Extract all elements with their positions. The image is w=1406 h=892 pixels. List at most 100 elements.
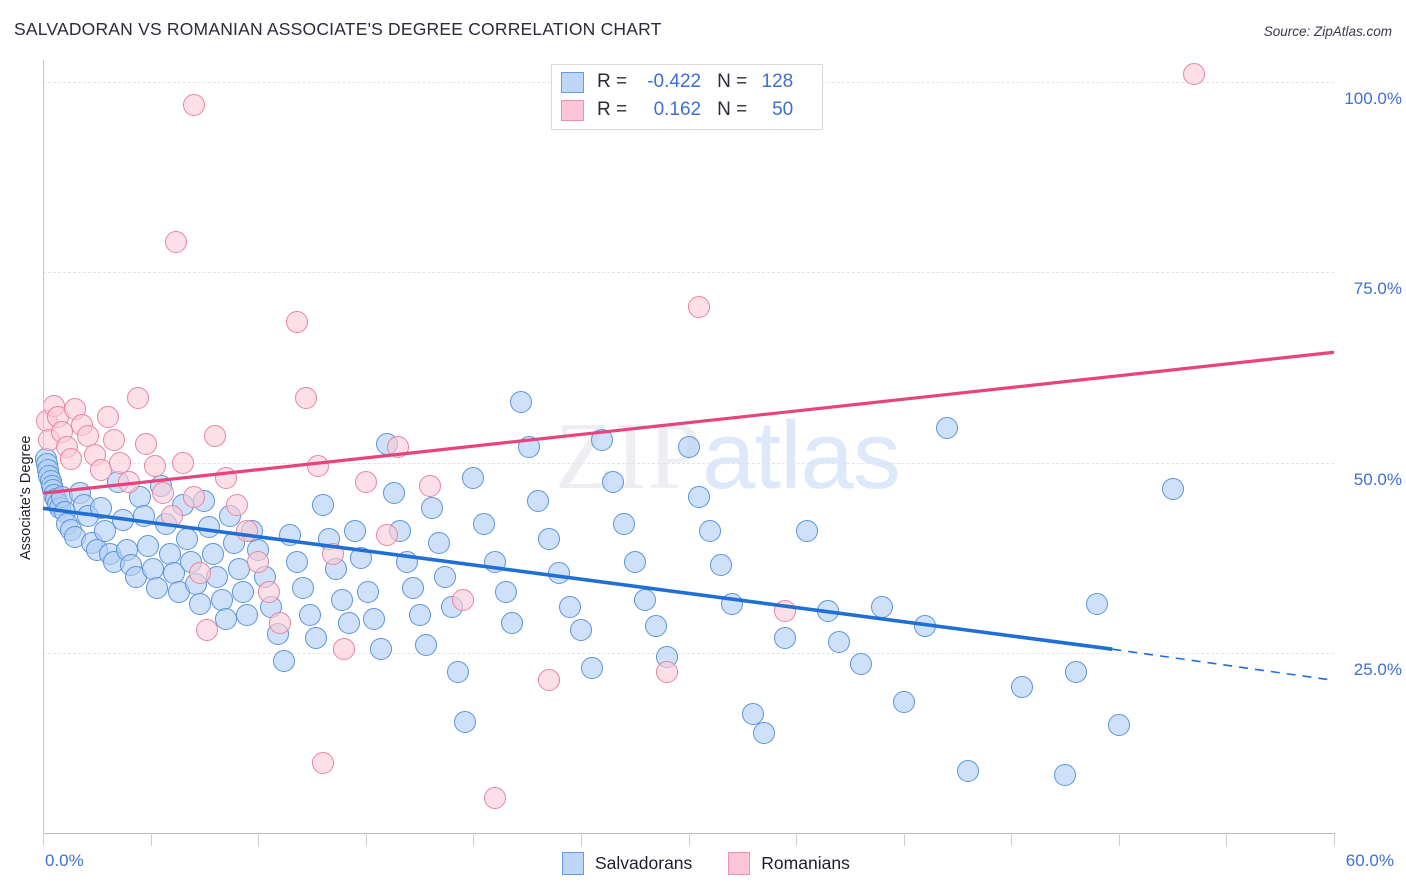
scatter-point-blue[interactable] (311, 493, 334, 516)
scatter-point-blue[interactable] (369, 638, 392, 661)
scatter-point-blue[interactable] (402, 577, 425, 600)
scatter-point-blue[interactable] (210, 588, 233, 611)
scatter-point-blue[interactable] (518, 436, 541, 459)
scatter-point-blue[interactable] (236, 603, 259, 626)
scatter-point-blue[interactable] (305, 626, 328, 649)
scatter-point-blue[interactable] (363, 607, 386, 630)
scatter-point-blue[interactable] (569, 619, 592, 642)
scatter-point-blue[interactable] (395, 550, 418, 573)
scatter-point-blue[interactable] (453, 710, 476, 733)
scatter-point-blue[interactable] (1107, 714, 1130, 737)
scatter-point-pink[interactable] (225, 493, 248, 516)
scatter-point-blue[interactable] (591, 428, 614, 451)
scatter-point-blue[interactable] (1054, 763, 1077, 786)
scatter-point-pink[interactable] (307, 455, 330, 478)
scatter-point-pink[interactable] (126, 386, 149, 409)
scatter-point-blue[interactable] (817, 600, 840, 623)
scatter-point-blue[interactable] (137, 535, 160, 558)
scatter-point-blue[interactable] (752, 721, 775, 744)
scatter-point-blue[interactable] (1064, 661, 1087, 684)
scatter-point-blue[interactable] (548, 562, 571, 585)
scatter-point-blue[interactable] (892, 691, 915, 714)
scatter-point-blue[interactable] (214, 607, 237, 630)
scatter-point-blue[interactable] (176, 527, 199, 550)
scatter-point-blue[interactable] (343, 520, 366, 543)
scatter-point-pink[interactable] (419, 474, 442, 497)
scatter-point-blue[interactable] (197, 516, 220, 539)
scatter-point-pink[interactable] (1183, 63, 1206, 86)
scatter-point-pink[interactable] (333, 638, 356, 661)
scatter-point-blue[interactable] (509, 390, 532, 413)
scatter-point-blue[interactable] (935, 417, 958, 440)
scatter-point-pink[interactable] (204, 425, 227, 448)
scatter-point-blue[interactable] (356, 581, 379, 604)
scatter-point-pink[interactable] (182, 93, 205, 116)
scatter-point-pink[interactable] (537, 668, 560, 691)
scatter-point-blue[interactable] (501, 611, 524, 634)
scatter-point-pink[interactable] (103, 428, 125, 451)
scatter-point-pink[interactable] (294, 386, 317, 409)
scatter-point-blue[interactable] (623, 550, 646, 573)
scatter-point-pink[interactable] (171, 451, 194, 474)
scatter-point-blue[interactable] (427, 531, 450, 554)
scatter-point-blue[interactable] (914, 615, 937, 638)
scatter-point-blue[interactable] (645, 615, 668, 638)
scatter-point-pink[interactable] (483, 786, 506, 809)
legend-item-romanians[interactable]: Romanians (728, 851, 850, 875)
scatter-point-pink[interactable] (214, 466, 237, 489)
legend-item-salvadorans[interactable]: Salvadorans (562, 851, 692, 875)
scatter-point-blue[interactable] (462, 466, 485, 489)
scatter-point-blue[interactable] (774, 626, 797, 649)
scatter-point-blue[interactable] (232, 581, 255, 604)
scatter-point-blue[interactable] (795, 520, 818, 543)
scatter-point-pink[interactable] (165, 230, 188, 253)
scatter-point-blue[interactable] (421, 497, 444, 520)
scatter-point-blue[interactable] (688, 485, 711, 508)
scatter-point-blue[interactable] (699, 520, 722, 543)
scatter-point-pink[interactable] (247, 550, 270, 573)
scatter-point-pink[interactable] (285, 310, 308, 333)
scatter-point-pink[interactable] (451, 588, 474, 611)
scatter-point-blue[interactable] (1011, 676, 1033, 699)
scatter-point-blue[interactable] (473, 512, 496, 535)
scatter-point-blue[interactable] (189, 592, 212, 615)
scatter-point-blue[interactable] (1161, 478, 1184, 501)
scatter-point-blue[interactable] (279, 523, 302, 546)
scatter-point-blue[interactable] (957, 760, 980, 782)
scatter-point-pink[interactable] (152, 482, 175, 505)
scatter-point-blue[interactable] (434, 565, 457, 588)
scatter-point-blue[interactable] (285, 550, 308, 573)
scatter-point-blue[interactable] (447, 661, 470, 684)
scatter-point-blue[interactable] (146, 577, 169, 600)
scatter-point-blue[interactable] (408, 603, 431, 626)
scatter-point-blue[interactable] (612, 512, 635, 535)
scatter-point-blue[interactable] (742, 702, 765, 725)
scatter-point-pink[interactable] (59, 447, 82, 470)
scatter-point-blue[interactable] (526, 489, 549, 512)
scatter-point-pink[interactable] (257, 581, 280, 604)
scatter-point-blue[interactable] (350, 546, 373, 569)
scatter-point-blue[interactable] (201, 543, 224, 566)
scatter-point-blue[interactable] (331, 588, 354, 611)
scatter-point-pink[interactable] (774, 600, 797, 623)
scatter-point-blue[interactable] (298, 603, 321, 626)
scatter-point-blue[interactable] (580, 657, 603, 680)
scatter-point-blue[interactable] (537, 527, 560, 550)
scatter-point-pink[interactable] (655, 661, 678, 684)
scatter-point-pink[interactable] (354, 470, 377, 493)
scatter-point-pink[interactable] (161, 504, 184, 527)
scatter-point-blue[interactable] (677, 436, 700, 459)
scatter-point-pink[interactable] (387, 436, 410, 459)
scatter-point-blue[interactable] (849, 653, 872, 676)
scatter-point-pink[interactable] (96, 405, 119, 428)
scatter-point-pink[interactable] (268, 611, 291, 634)
scatter-point-blue[interactable] (292, 577, 315, 600)
scatter-point-blue[interactable] (494, 581, 517, 604)
scatter-point-blue[interactable] (1086, 592, 1109, 615)
scatter-point-pink[interactable] (118, 470, 141, 493)
scatter-point-pink[interactable] (182, 485, 205, 508)
scatter-point-blue[interactable] (828, 630, 851, 653)
scatter-point-blue[interactable] (382, 482, 405, 505)
scatter-point-pink[interactable] (135, 432, 158, 455)
scatter-point-pink[interactable] (688, 295, 711, 318)
